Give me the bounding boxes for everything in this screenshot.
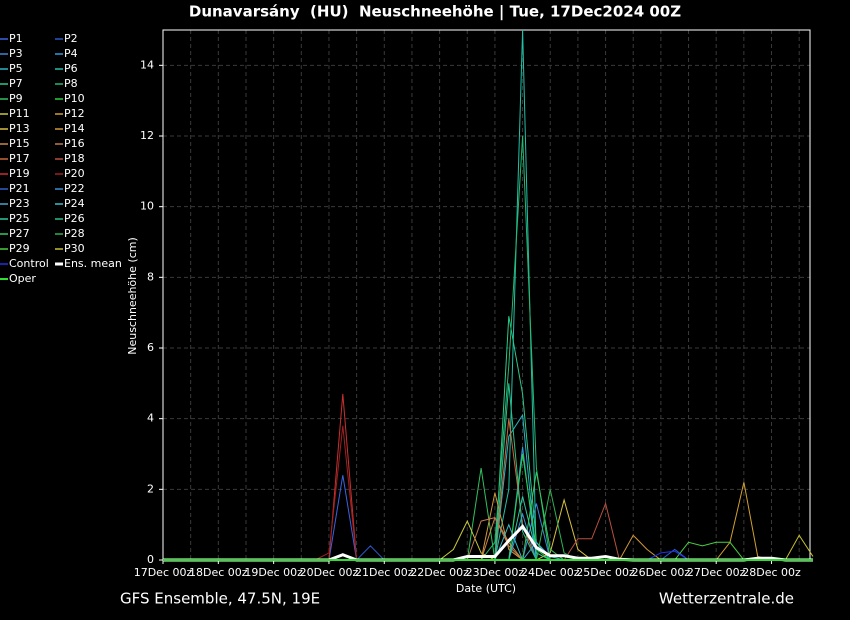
- legend-label: P3: [9, 47, 23, 60]
- x-tick-label: 22Dec 00z: [410, 566, 469, 579]
- legend-label: P30: [64, 242, 85, 255]
- y-tick-label: 2: [147, 482, 154, 495]
- y-tick-label: 12: [140, 129, 154, 142]
- legend-label: P5: [9, 62, 23, 75]
- legend-label: P1: [9, 32, 23, 45]
- legend-label: P26: [64, 212, 85, 225]
- x-tick-label: 21Dec 00z: [355, 566, 414, 579]
- legend-label: P29: [9, 242, 30, 255]
- legend-label: Control: [9, 257, 49, 270]
- legend-label: P11: [9, 107, 30, 120]
- legend-label: P13: [9, 122, 30, 135]
- legend-label: P16: [64, 137, 85, 150]
- legend-label: P22: [64, 182, 85, 195]
- legend-label: P6: [64, 62, 78, 75]
- legend-label: P14: [64, 122, 85, 135]
- legend-label: P21: [9, 182, 30, 195]
- y-tick-label: 6: [147, 341, 154, 354]
- x-tick-label: 24Dec 00z: [521, 566, 580, 579]
- x-tick-label: 23Dec 00z: [466, 566, 525, 579]
- legend-label: P15: [9, 137, 30, 150]
- x-tick-label: 26Dec 00z: [632, 566, 691, 579]
- y-tick-label: 14: [140, 58, 154, 71]
- legend-label: Ens. mean: [64, 257, 122, 270]
- legend-label: P9: [9, 92, 23, 105]
- y-axis-label: Neuschneehöhe (cm): [126, 237, 139, 355]
- legend-label: P12: [64, 107, 85, 120]
- legend-label: P2: [64, 32, 78, 45]
- legend-label: P18: [64, 152, 85, 165]
- x-tick-label: 28Dec 00z: [742, 566, 801, 579]
- x-tick-label: 17Dec 00z: [134, 566, 193, 579]
- legend-label: P28: [64, 227, 85, 240]
- x-axis-label: Date (UTC): [456, 582, 516, 595]
- legend-label: P7: [9, 77, 23, 90]
- legend-label: P10: [64, 92, 85, 105]
- legend-label: P20: [64, 167, 85, 180]
- legend-label: P25: [9, 212, 30, 225]
- y-tick-label: 8: [147, 270, 154, 283]
- y-tick-label: 10: [140, 200, 154, 213]
- x-tick-label: 19Dec 00z: [244, 566, 303, 579]
- legend-label: P4: [64, 47, 78, 60]
- legend-label: P19: [9, 167, 30, 180]
- x-tick-label: 18Dec 00z: [189, 566, 248, 579]
- x-tick-label: 25Dec 00z: [576, 566, 635, 579]
- legend-label: Oper: [9, 272, 36, 285]
- legend-label: P27: [9, 227, 30, 240]
- legend-label: P23: [9, 197, 30, 210]
- footer-right: Wetterzentrale.de: [659, 590, 794, 608]
- legend-label: P24: [64, 197, 85, 210]
- y-tick-label: 0: [147, 553, 154, 566]
- legend-label: P8: [64, 77, 78, 90]
- x-tick-label: 20Dec 00z: [300, 566, 359, 579]
- x-tick-label: 27Dec 00z: [687, 566, 746, 579]
- chart-title: Dunavarsány (HU) Neuschneehöhe | Tue, 17…: [189, 3, 681, 22]
- legend-label: P17: [9, 152, 30, 165]
- footer-left: GFS Ensemble, 47.5N, 19E: [120, 590, 320, 608]
- y-tick-label: 4: [147, 412, 154, 425]
